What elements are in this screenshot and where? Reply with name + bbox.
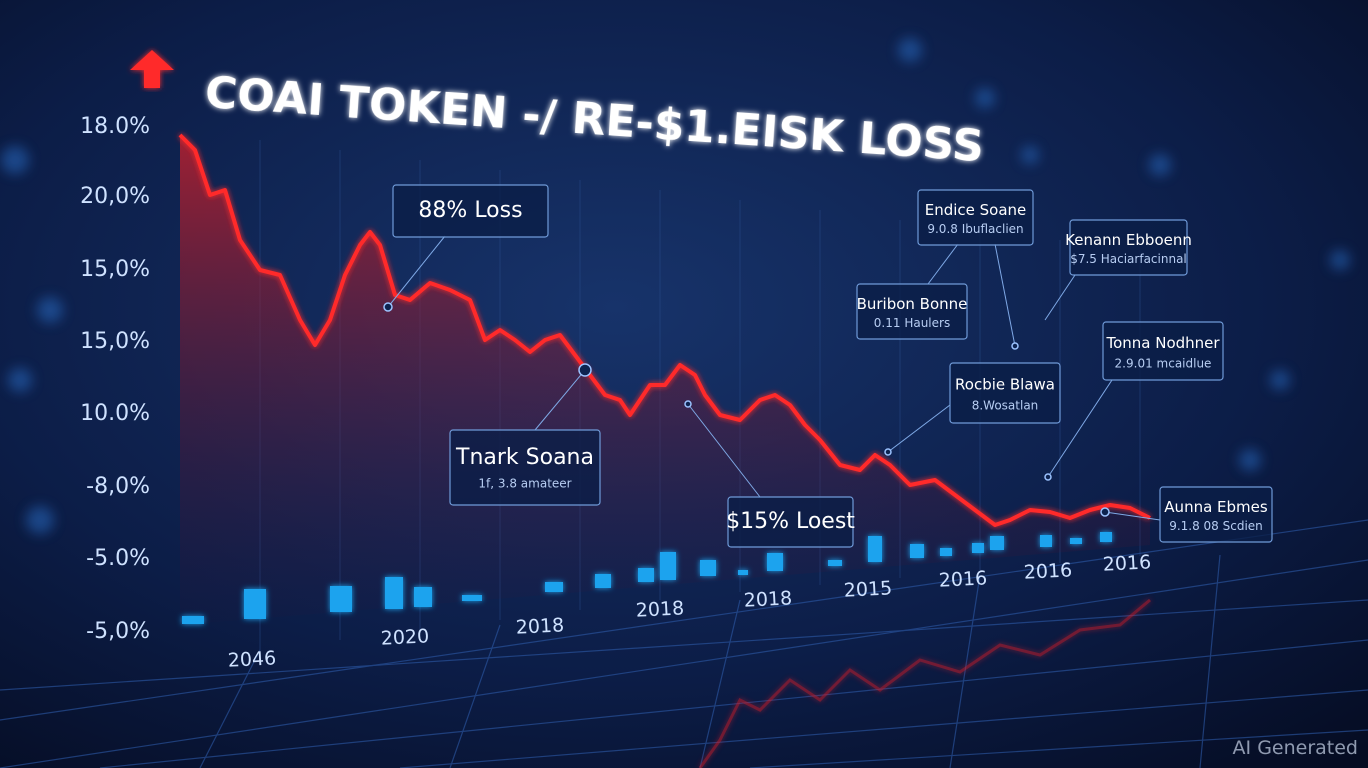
annotation-box: [1159, 486, 1273, 543]
annotation-title: Aunna Ebmes: [1164, 498, 1268, 516]
floor-grid: [0, 519, 1368, 768]
annotation-title: Endice Soane: [925, 201, 1027, 219]
annotation-box: [949, 362, 1061, 424]
annotation-box: [1069, 219, 1188, 276]
loss-line: [178, 133, 1151, 527]
x-axis-label: 2020: [380, 625, 429, 650]
annotation-box: [727, 496, 854, 548]
annotation: Aunna Ebmes 9.1.8 08 Scdien: [1159, 486, 1273, 543]
y-axis-label: 18.0%: [80, 114, 150, 139]
y-axis-label: -5.0%: [86, 546, 150, 571]
x-axis-label: 2015: [843, 577, 892, 602]
y-axis-label: -8,0%: [86, 474, 150, 499]
annotation: Tnark Soana 1f, 3.8 amateer: [449, 429, 601, 506]
annotation: Buribon Bonne 0.11 Haulers: [856, 283, 968, 340]
annotation: Rocbie Blawa 8.Wosatlan: [949, 362, 1061, 424]
line-reflection: [698, 598, 1151, 768]
annotation: $15% Loest: [726, 496, 855, 548]
annotation: Kenann Ebboenn $7.5 Haciarfacinnal: [1065, 219, 1192, 276]
y-axis-label: 10.0%: [80, 401, 150, 426]
markers: [383, 302, 1110, 517]
x-axis-label: 2018: [515, 614, 564, 639]
annotation: 88% Loss: [392, 184, 549, 238]
up-arrow: [130, 50, 174, 88]
annotation-title: Buribon Bonne: [857, 295, 968, 313]
y-axis-label: 20,0%: [80, 184, 150, 209]
y-axis-label: 15,0%: [80, 329, 150, 354]
annotation-subtitle: 9.1.8 08 Scdien: [1169, 519, 1263, 533]
annotation-box: [392, 184, 549, 238]
x-axis-label: 2018: [743, 587, 792, 612]
annotation-title: Rocbie Blawa: [955, 376, 1055, 394]
annotation-subtitle: 8.Wosatlan: [972, 399, 1039, 413]
annotation-box: [917, 189, 1034, 246]
annotation-title: 88% Loss: [418, 198, 522, 223]
annotation-box: [856, 283, 968, 340]
annotation-subtitle: 2.9.01 mcaidlue: [1115, 356, 1212, 370]
x-axis-label: 2018: [635, 597, 684, 622]
y-axis-label: -5,0%: [86, 619, 150, 644]
annotation-subtitle: 1f, 3.8 amateer: [478, 477, 571, 491]
y-axis-label: 15,0%: [80, 257, 150, 282]
x-axis-label: 2016: [938, 567, 987, 592]
annotation-subtitle: 9.0.8 Ibuflaclien: [927, 222, 1023, 236]
annotation-box: [449, 429, 601, 506]
annotation-subtitle: 0.11 Haulers: [874, 316, 950, 330]
annotation-box: [1102, 321, 1224, 381]
volume-bars: [182, 532, 1112, 624]
annotation-subtitle: $7.5 Haciarfacinnal: [1070, 252, 1187, 266]
annotation: Endice Soane 9.0.8 Ibuflaclien: [917, 189, 1034, 246]
x-axis-label: 2046: [227, 647, 276, 672]
annotation-title: Kenann Ebboenn: [1065, 231, 1192, 249]
annotation-title: $15% Loest: [726, 509, 855, 534]
annotation-title: Tnark Soana: [455, 445, 594, 470]
annotation-title: Tonna Nodhner: [1105, 334, 1220, 352]
watermark: AI Generated: [1233, 737, 1358, 759]
loss-area: [180, 135, 1150, 625]
bokeh: [1, 38, 1350, 534]
annotation: Tonna Nodhner 2.9.01 mcaidlue: [1102, 321, 1224, 381]
leader-lines: [387, 235, 1161, 521]
x-axis-label: 2016: [1102, 551, 1151, 576]
x-axis-label: 2016: [1023, 559, 1072, 584]
